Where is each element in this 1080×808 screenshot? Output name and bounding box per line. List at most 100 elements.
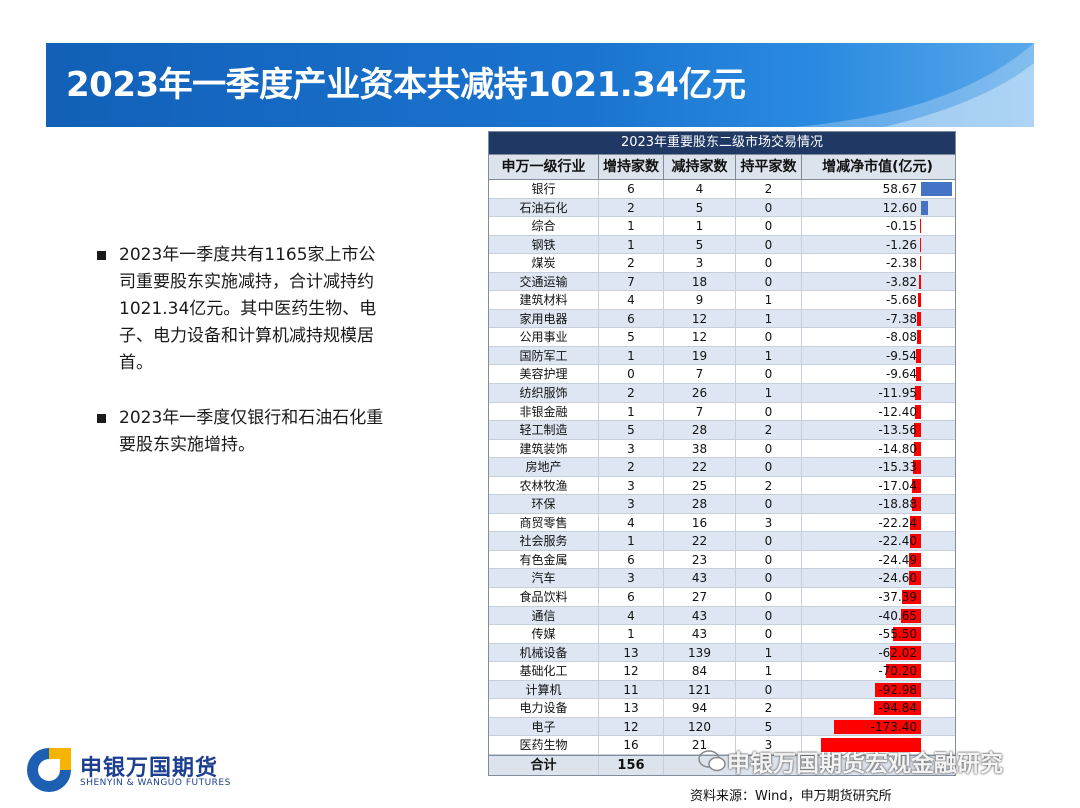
decrease-count-cell: 22 xyxy=(664,458,736,476)
net-value-bar xyxy=(916,367,921,382)
net-value-cell: -12.40 xyxy=(802,403,953,421)
net-value-label: -8.08 xyxy=(885,330,917,345)
increase-count-cell: 1 xyxy=(599,625,664,643)
decrease-count-cell: 7 xyxy=(664,365,736,384)
table-row: 建筑材料 4 9 1 -5.68 xyxy=(489,291,955,310)
decrease-count-cell: 28 xyxy=(664,495,736,513)
net-value-label: -24.49 xyxy=(878,552,917,567)
net-value-bar xyxy=(908,571,921,586)
increase-count-cell: 4 xyxy=(599,291,664,309)
decrease-count-cell: 18 xyxy=(664,272,736,291)
decrease-count-cell: 121 xyxy=(664,680,736,699)
increase-count-cell: 12 xyxy=(599,717,664,736)
table-row: 计算机 11 121 0 -92.98 xyxy=(489,680,955,700)
net-value-cell: -24.60 xyxy=(802,569,953,587)
flat-count-cell: 3 xyxy=(736,736,802,754)
increase-count-cell: 3 xyxy=(599,476,664,495)
decrease-count-cell: 28 xyxy=(664,421,736,439)
industry-cell: 商贸零售 xyxy=(489,513,599,532)
decrease-count-cell: 27 xyxy=(664,588,736,606)
flat-count-cell: 0 xyxy=(736,439,802,458)
net-value-label: -14.80 xyxy=(878,441,917,456)
industry-cell: 银行 xyxy=(489,180,599,198)
increase-count-cell: 13 xyxy=(599,699,664,717)
industry-cell: 国防军工 xyxy=(489,346,599,365)
industry-cell: 轻工制造 xyxy=(489,421,599,439)
logo-subtext: SHENYIN & WANGUO FUTURES xyxy=(80,778,231,788)
net-value-cell: -18.88 xyxy=(802,495,953,513)
table-row: 银行 6 4 2 58.67 xyxy=(489,180,955,199)
industry-cell: 煤炭 xyxy=(489,254,599,272)
title-banner: 2023年一季度产业资本共减持1021.34亿元 xyxy=(46,43,1034,127)
flat-count-cell: 0 xyxy=(736,198,802,217)
flat-count-cell: 2 xyxy=(736,421,802,439)
net-value-cell: -1.26 xyxy=(802,236,953,254)
industry-cell: 美容护理 xyxy=(489,365,599,384)
increase-count-cell: 5 xyxy=(599,421,664,439)
net-value-cell: -70.20 xyxy=(802,662,953,680)
increase-count-cell: 1 xyxy=(599,235,664,254)
industry-cell: 钢铁 xyxy=(489,235,599,254)
industry-cell: 房地产 xyxy=(489,458,599,476)
header-increase-count: 增持家数 xyxy=(599,155,664,179)
net-value-bar xyxy=(921,200,928,215)
wechat-watermark: 申银万国期货宏观金融研究 xyxy=(697,744,1003,778)
header-net-value: 增减净市值(亿元) xyxy=(822,159,933,175)
wechat-icon xyxy=(698,750,726,772)
net-value-bar xyxy=(874,682,921,697)
decrease-count-cell: 12 xyxy=(664,328,736,346)
flat-count-cell: 2 xyxy=(736,180,802,198)
industry-cell: 电力设备 xyxy=(489,699,599,717)
table-header-row: 申万一级行业 增持家数 减持家数 持平家数 增减净市值(亿元) xyxy=(489,154,955,180)
net-value-cell: 12.60 xyxy=(802,199,953,217)
bullet-text: 2023年一季度仅银行和石油石化重要股东实施增持。 xyxy=(119,408,384,455)
decrease-count-cell: 5 xyxy=(664,235,736,254)
net-value-bar xyxy=(920,237,921,252)
net-value-bar xyxy=(920,219,921,234)
decrease-count-cell: 43 xyxy=(664,625,736,643)
industry-cell: 家用电器 xyxy=(489,309,599,328)
increase-count-cell: 1 xyxy=(599,217,664,235)
net-value-label: -3.82 xyxy=(885,274,917,289)
table-row: 商贸零售 4 16 3 -22.24 xyxy=(489,513,955,533)
net-value-cell: -3.82 xyxy=(802,273,953,291)
decrease-count-cell: 16 xyxy=(664,513,736,532)
company-logo: 申银万国期货 SHENYIN & WANGUO FUTURES xyxy=(22,740,262,796)
industry-cell: 传媒 xyxy=(489,625,599,643)
industry-cell: 食品饮料 xyxy=(489,588,599,606)
table-caption: 2023年重要股东二级市场交易情况 xyxy=(489,132,955,154)
net-value-bar xyxy=(921,182,952,196)
increase-count-cell: 4 xyxy=(599,606,664,625)
net-value-label: -62.02 xyxy=(878,645,917,660)
industry-cell: 电子 xyxy=(489,717,599,736)
table-row: 医药生物 16 21 3 xyxy=(489,736,955,755)
decrease-count-cell: 12 xyxy=(664,309,736,328)
industry-cell: 汽车 xyxy=(489,569,599,588)
table-row: 食品饮料 6 27 0 -37.39 xyxy=(489,588,955,607)
net-value-cell: 58.67 xyxy=(802,180,953,198)
net-value-label: -12.40 xyxy=(878,404,917,419)
industry-cell: 计算机 xyxy=(489,680,599,699)
table-row: 汽车 3 43 0 -24.60 xyxy=(489,569,955,589)
increase-count-cell: 7 xyxy=(599,272,664,291)
industry-cell: 石油石化 xyxy=(489,198,599,217)
net-value-cell: -9.54 xyxy=(802,347,953,365)
flat-count-cell: 0 xyxy=(736,680,802,699)
flat-count-cell: 0 xyxy=(736,217,802,235)
net-value-cell: -11.95 xyxy=(802,384,953,402)
header-industry: 申万一级行业 xyxy=(489,155,599,179)
net-value-bar xyxy=(916,348,921,363)
bullet-list: 2023年一季度共有1165家上市公司重要股东实施减持，合计减持约1021.34… xyxy=(95,242,385,487)
industry-cell: 交通运输 xyxy=(489,272,599,291)
net-value-bar xyxy=(916,330,921,345)
net-value-bar xyxy=(885,664,921,679)
table-row: 基础化工 12 84 1 -70.20 xyxy=(489,662,955,681)
industry-cell: 公用事业 xyxy=(489,328,599,346)
industry-cell: 社会服务 xyxy=(489,532,599,550)
net-value-label: -92.98 xyxy=(878,682,917,697)
industry-cell: 基础化工 xyxy=(489,662,599,680)
net-value-label: -11.95 xyxy=(878,386,917,401)
net-value-bar xyxy=(889,645,921,660)
net-value-cell: -22.24 xyxy=(802,514,953,532)
net-value-label: 12.60 xyxy=(882,200,917,215)
